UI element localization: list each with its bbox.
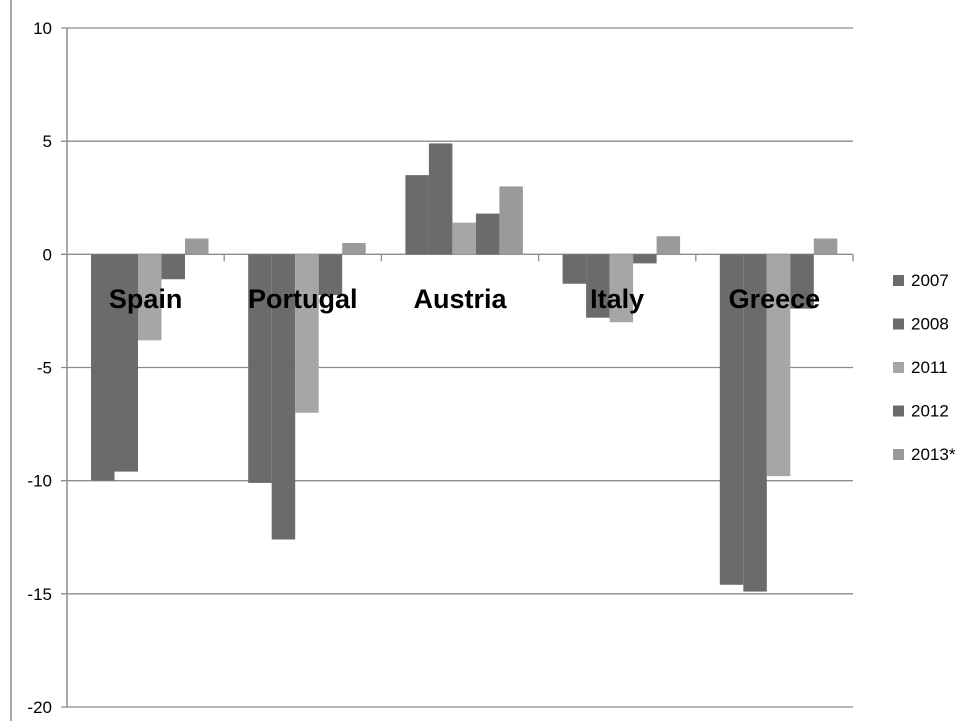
y-tick-labels: 10 5 0 -5 -10 -15 -20 xyxy=(27,19,52,717)
legend-label-2013: 2013* xyxy=(911,445,956,464)
bar-spain-2013 xyxy=(185,238,209,255)
bar-greece-2008 xyxy=(743,254,767,592)
bar-austria-2013 xyxy=(499,186,523,255)
category-label-portugal: Portugal xyxy=(248,284,358,314)
y-tick-label: -15 xyxy=(27,585,52,604)
y-tick-label: -5 xyxy=(37,359,52,378)
bar-austria-2007 xyxy=(405,175,429,255)
bar-italy-2008 xyxy=(586,254,610,318)
axes xyxy=(10,0,854,721)
bar-greece-2013 xyxy=(813,238,838,255)
category-label-spain: Spain xyxy=(109,284,183,314)
bar-portugal-2008 xyxy=(271,254,296,540)
bar-portugal-2012 xyxy=(318,254,343,296)
y-tick-label: 10 xyxy=(33,19,52,38)
bar-italy-2012 xyxy=(633,254,657,264)
legend-label-2012: 2012 xyxy=(911,402,949,421)
bar-italy-2011 xyxy=(609,254,634,323)
legend-swatch-2013 xyxy=(893,449,904,460)
legend-label-2008: 2008 xyxy=(911,315,949,334)
legend-swatch-2008 xyxy=(893,318,904,330)
bar-spain-2011 xyxy=(138,254,162,341)
legend-label-2007: 2007 xyxy=(911,271,949,290)
y-tick-label: -10 xyxy=(27,472,52,491)
bar-greece-2007 xyxy=(719,254,744,585)
legend: 2007 2008 2011 2012 2013* xyxy=(893,271,956,464)
bar-austria-2012 xyxy=(475,213,500,255)
y-tick-label: 0 xyxy=(43,245,52,264)
bar-portugal-2013 xyxy=(342,243,366,255)
bar-greece-2011 xyxy=(766,254,791,477)
category-label-austria: Austria xyxy=(413,284,507,314)
bar-spain-2012 xyxy=(161,254,185,280)
category-label-italy: Italy xyxy=(590,284,644,314)
y-tick-label: 5 xyxy=(43,132,52,151)
bar-austria-2008 xyxy=(428,143,453,255)
bar-portugal-2011 xyxy=(295,254,319,413)
bar-portugal-2007 xyxy=(248,254,272,483)
bar-spain-2007 xyxy=(91,254,115,481)
category-labels: Spain Portugal Austria Italy Greece xyxy=(109,284,820,314)
bar-greece-2012 xyxy=(790,254,814,309)
category-label-greece: Greece xyxy=(729,284,821,314)
bar-italy-2013 xyxy=(656,236,681,255)
legend-swatch-2011 xyxy=(893,362,904,373)
legend-label-2011: 2011 xyxy=(911,358,948,377)
y-tick-label: -20 xyxy=(27,698,52,717)
bar-italy-2007 xyxy=(562,254,587,284)
legend-swatch-2012 xyxy=(893,405,904,417)
bar-austria-2011 xyxy=(452,222,476,255)
legend-swatch-2007 xyxy=(893,275,904,286)
bars xyxy=(91,143,838,592)
bar-spain-2008 xyxy=(114,254,138,472)
